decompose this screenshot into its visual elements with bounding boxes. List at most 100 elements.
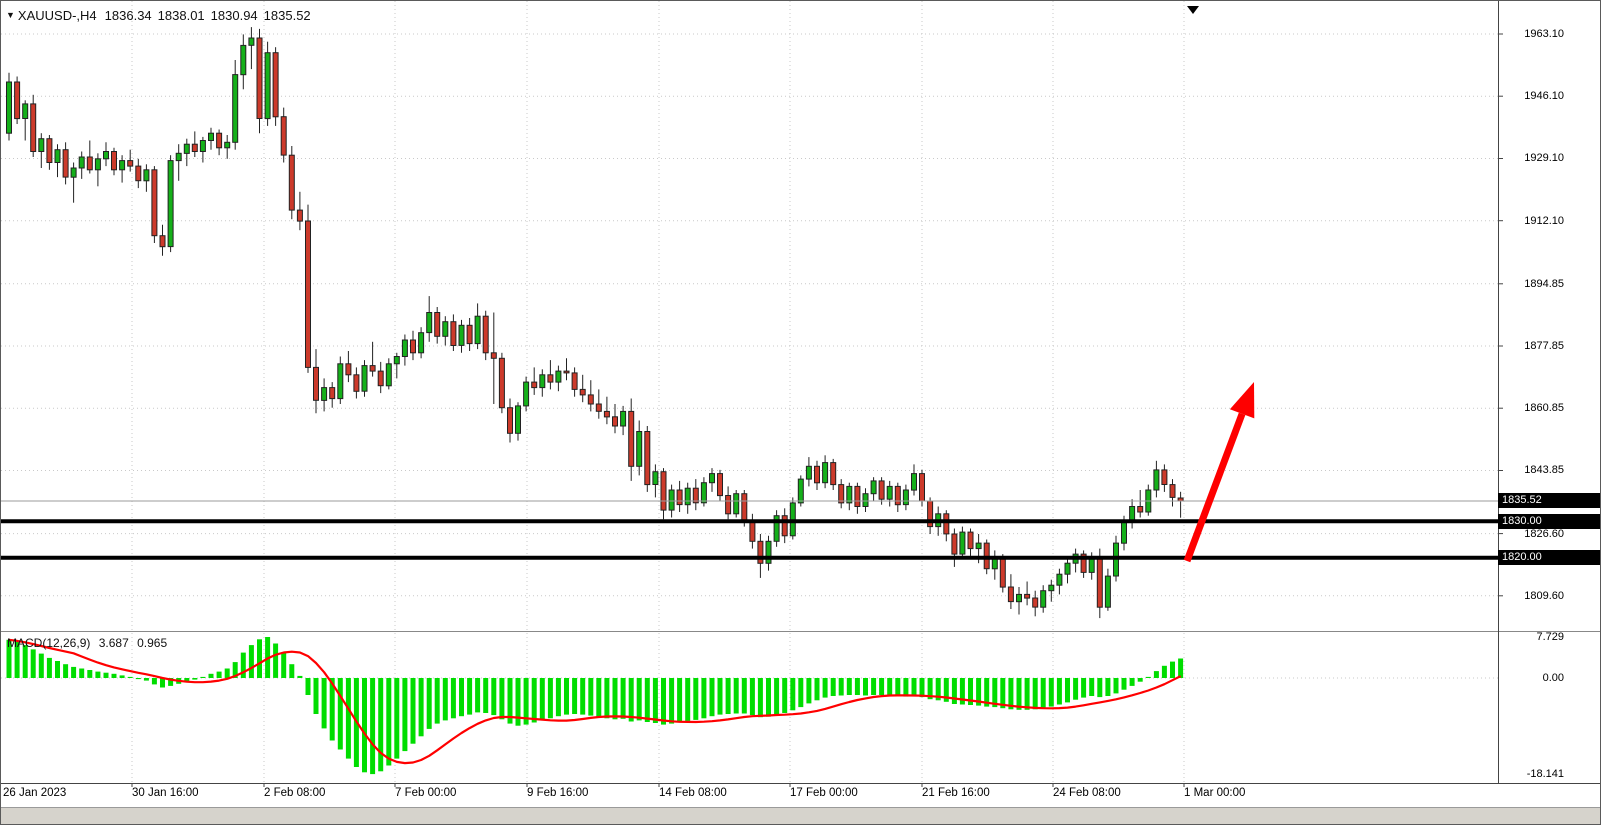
candle (288, 146, 295, 220)
candle (894, 482, 901, 512)
candle (159, 224, 166, 256)
candle (725, 486, 732, 520)
candle (539, 369, 546, 397)
candle (264, 41, 271, 126)
time-axis-label: 7 Feb 00:00 (395, 787, 457, 799)
candle (805, 457, 812, 487)
candle (248, 27, 255, 70)
price-axis-label: 1877.85 (1524, 340, 1564, 353)
trend-arrow[interactable] (1183, 382, 1255, 563)
candle (838, 479, 845, 509)
time-axis-label: 2 Feb 08:00 (264, 787, 326, 799)
level-price-tag: 1820.00 (1498, 550, 1600, 566)
candle (78, 151, 85, 179)
candle (434, 307, 441, 344)
macd-name: MACD(12,26,9) (7, 636, 91, 650)
macd-indicator-label: MACD(12,26,9) 3.687 0.965 (7, 636, 172, 650)
candle (272, 47, 279, 126)
candle (183, 138, 190, 167)
time-axis-label: 24 Feb 08:00 (1053, 787, 1121, 799)
candle (1064, 557, 1071, 584)
candle (22, 100, 29, 141)
ohlc-open-value: 1836.34 (104, 8, 152, 23)
candle (1161, 464, 1168, 492)
candle (1072, 548, 1079, 573)
candle (579, 374, 586, 403)
macd-main-value: 3.687 (98, 636, 129, 650)
time-axis-label: 30 Jan 16:00 (132, 787, 199, 799)
candle (1024, 581, 1031, 606)
candle (54, 144, 61, 178)
candle (967, 528, 974, 556)
symbol-dropdown-icon[interactable]: ▼ (6, 10, 15, 20)
candle (103, 142, 109, 167)
candle (1129, 499, 1136, 529)
candle (927, 497, 934, 534)
candle (30, 94, 37, 157)
candle (232, 60, 239, 150)
horizontal-scrollbar[interactable] (1, 807, 1600, 824)
candle (426, 296, 433, 342)
time-axis-label: 21 Feb 16:00 (922, 787, 990, 799)
candle (1016, 587, 1022, 615)
candle (280, 107, 287, 163)
candle (765, 535, 772, 571)
candle (781, 508, 788, 544)
candle (353, 367, 360, 399)
macd-axis-label: 0.00 (1542, 672, 1564, 684)
candle (1137, 490, 1144, 518)
axis-ticks (131, 33, 1503, 787)
candle (563, 358, 570, 381)
grid-lines (1, 1, 1498, 783)
price-axis-label: 1809.60 (1524, 589, 1564, 602)
candle (70, 162, 77, 203)
candle (1145, 484, 1152, 516)
candle (337, 356, 344, 404)
candle (369, 341, 376, 377)
candle (151, 166, 158, 243)
candle (878, 477, 885, 505)
macd-histogram (6, 637, 1184, 775)
candle (418, 327, 425, 359)
candle (870, 477, 877, 501)
candle (595, 389, 602, 419)
candle (991, 550, 998, 580)
candle (571, 367, 578, 397)
candle (256, 28, 263, 134)
candle (999, 554, 1006, 593)
candle (555, 365, 562, 392)
chart-header: ▼ XAUUSD-,H4 1836.34 1838.01 1830.94 183… (6, 8, 317, 23)
candle (1080, 550, 1087, 578)
candle (1056, 568, 1063, 595)
candle (700, 477, 707, 507)
candle (733, 490, 740, 518)
candle (482, 310, 489, 361)
candle (709, 468, 715, 492)
time-axis[interactable]: 26 Jan 2023 30 Jan 16:00 2 Feb 08:00 7 Feb … (1, 787, 1600, 805)
candle (1048, 579, 1055, 602)
candle (644, 426, 651, 492)
candle (466, 318, 473, 351)
candle (191, 131, 198, 157)
candle (789, 497, 796, 540)
macd-signal-value: 0.965 (137, 636, 168, 650)
candle (94, 153, 101, 187)
candle (46, 135, 53, 170)
candle (135, 158, 142, 189)
candle (902, 484, 909, 511)
candle (830, 458, 837, 490)
candle (692, 479, 699, 511)
candle (361, 360, 368, 397)
candle (652, 464, 659, 498)
time-axis-label: 14 Feb 08:00 (659, 787, 727, 799)
chart-shift-marker-icon[interactable] (1187, 6, 1199, 14)
candle (345, 351, 352, 383)
ohlc-low-value: 1830.94 (210, 8, 258, 23)
price-axis-label: 1946.10 (1524, 90, 1564, 103)
candle (862, 488, 869, 512)
candle (603, 396, 610, 425)
candle (797, 475, 804, 507)
candle (305, 204, 311, 373)
price-axis[interactable]: 1963.10 1946.10 1929.10 1912.10 1894.85 1877.… (1498, 1, 1600, 807)
